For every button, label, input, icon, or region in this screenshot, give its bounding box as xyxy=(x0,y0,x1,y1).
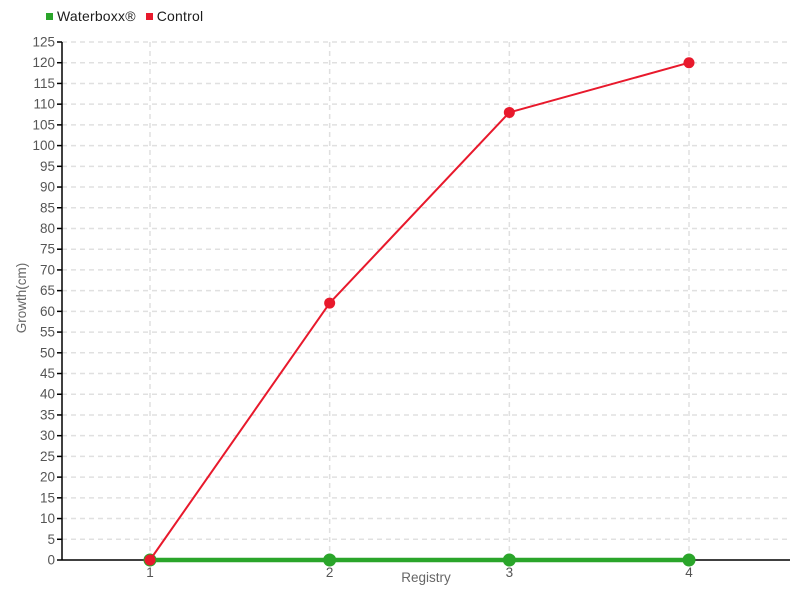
y-tick-label: 0 xyxy=(47,553,55,568)
y-tick-label: 75 xyxy=(40,242,55,257)
control-series-label: Control xyxy=(156,8,204,24)
data-point-waterboxx xyxy=(502,553,516,567)
y-tick-label: 40 xyxy=(40,387,55,402)
x-tick-label: 2 xyxy=(326,565,334,580)
data-point-control xyxy=(503,106,515,118)
y-tick-label: 90 xyxy=(40,180,55,195)
y-tick-label: 95 xyxy=(40,159,55,174)
legend-item-control: Control xyxy=(145,8,204,24)
y-tick-label: 10 xyxy=(40,511,55,526)
y-tick-label: 120 xyxy=(32,55,55,70)
y-tick-label: 65 xyxy=(40,283,55,298)
y-tick-label: 15 xyxy=(40,490,55,505)
legend-item-waterboxx: Waterboxx® xyxy=(46,8,136,24)
y-tick-label: 60 xyxy=(40,304,55,319)
x-tick-label: 4 xyxy=(685,565,693,580)
y-tick-label: 70 xyxy=(40,262,55,277)
y-tick-label: 85 xyxy=(40,200,55,215)
y-tick-label: 45 xyxy=(40,366,55,381)
y-tick-label: 100 xyxy=(32,138,55,153)
x-axis-title: Registry xyxy=(401,570,451,585)
data-point-control xyxy=(144,554,156,566)
y-tick-label: 80 xyxy=(40,221,55,236)
y-axis-title: Growth(cm) xyxy=(14,263,29,334)
y-tick-label: 30 xyxy=(40,428,55,443)
waterboxx-series-label: Waterboxx® xyxy=(57,8,136,24)
x-tick-label: 3 xyxy=(506,565,514,580)
y-tick-label: 105 xyxy=(32,117,55,132)
data-point-control xyxy=(324,297,336,309)
y-tick-label: 25 xyxy=(40,449,55,464)
series-line-control xyxy=(149,61,690,561)
y-tick-label: 5 xyxy=(47,532,55,547)
data-point-control xyxy=(683,57,695,69)
data-point-waterboxx xyxy=(323,553,337,567)
y-tick-label: 20 xyxy=(40,470,55,485)
waterboxx-series-marker xyxy=(46,12,53,20)
y-tick-label: 55 xyxy=(40,325,55,340)
y-tick-label: 35 xyxy=(40,407,55,422)
x-tick-label: 1 xyxy=(146,565,154,580)
y-tick-label: 50 xyxy=(40,345,55,360)
chart-legend: Waterboxx® Control xyxy=(46,8,203,24)
data-point-waterboxx xyxy=(682,553,696,567)
control-series-marker xyxy=(145,12,153,20)
y-tick-label: 125 xyxy=(32,35,55,50)
y-tick-label: 110 xyxy=(33,97,55,112)
y-tick-label: 115 xyxy=(33,76,55,91)
